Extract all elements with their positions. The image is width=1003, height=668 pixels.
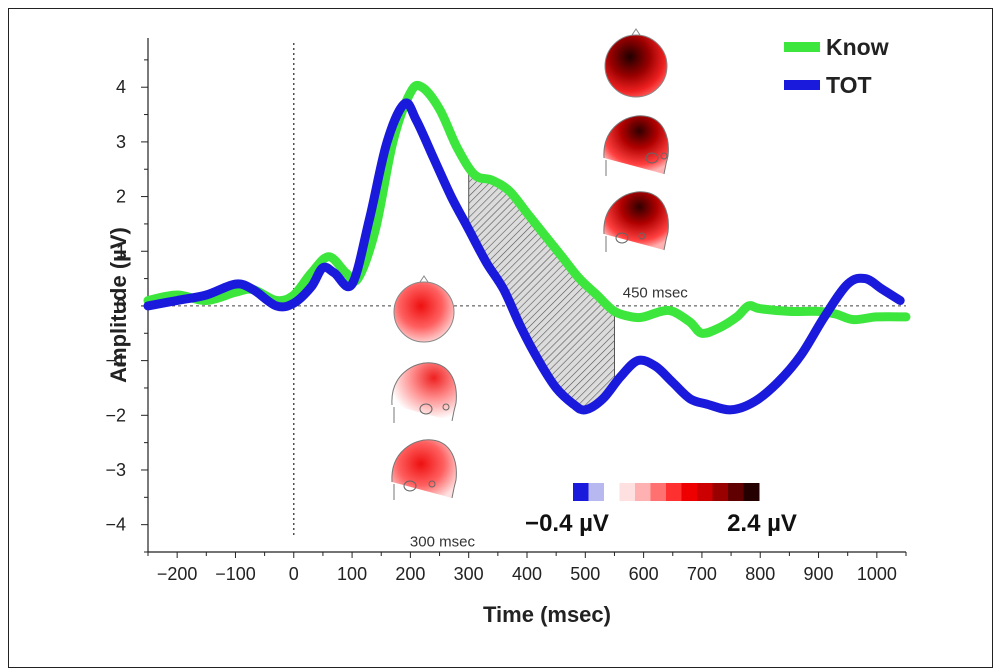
colorbar-cell: [743, 483, 760, 501]
x-tick-label: 500: [570, 564, 600, 584]
x-tick-label: 1000: [857, 564, 897, 584]
y-tick-label: −1: [105, 351, 126, 371]
y-tick-label: 4: [116, 77, 126, 97]
colorbar-min-label: −0.4 µV: [525, 510, 609, 537]
legend-label-know: Know: [826, 34, 889, 60]
y-tick-label: 2: [116, 187, 126, 207]
legend-label-tot: TOT: [826, 72, 872, 98]
colorbar-cell: [666, 483, 682, 501]
y-tick-label: 1: [116, 241, 126, 261]
y-tick-label: −3: [105, 460, 126, 480]
x-tick-label: 900: [804, 564, 834, 584]
x-tick-label: 100: [337, 564, 367, 584]
topomap-300-top-view: [393, 275, 455, 343]
topomap-300-side-view-2: [391, 439, 457, 500]
colorbar-cell: [697, 483, 713, 501]
x-tick-label: 600: [629, 564, 659, 584]
topomaps-300msec: [391, 275, 457, 500]
annotation-label: 300 msec: [410, 534, 476, 551]
erp-line-chart: 4 3 2 1 0 −1 −2 −3 −4 −200 −100 0 100 200 300 400 500 600…: [105, 28, 911, 627]
topomap-450-top-view: [604, 28, 668, 98]
y-tick-label: 0: [116, 296, 126, 316]
x-tick-label: 400: [512, 564, 542, 584]
x-tick-label: 200: [395, 564, 425, 584]
colorbar-cell: [635, 483, 651, 501]
colorbar-cell: [619, 483, 636, 501]
topomap-450-side-view: [603, 115, 669, 176]
x-tick-label: 0: [289, 564, 299, 584]
annotation-label: 450 msec: [623, 285, 689, 302]
series-line-know: [143, 80, 911, 338]
y-axis-title: Amplitude (µV): [106, 227, 131, 383]
series-line-tot: [143, 98, 905, 415]
x-tick-label: −200: [157, 564, 198, 584]
annotations: 450 msec 300 msec: [410, 285, 688, 551]
colorbar-cell: [681, 483, 698, 501]
colorbar-cell: [588, 483, 605, 501]
colorbar-max-label: 2.4 µV: [727, 510, 797, 537]
x-tick-label: 300: [454, 564, 484, 584]
topomap-300-side-view: [391, 362, 457, 423]
colorbar-cell: [573, 483, 589, 501]
colorbar-cell: [650, 483, 667, 501]
colorbar-cell: [728, 483, 744, 501]
x-tick-label: −100: [215, 564, 256, 584]
y-tick-label: −2: [105, 405, 126, 425]
x-tick-label: 800: [745, 564, 775, 584]
x-axis-title: Time (msec): [483, 602, 611, 627]
topomaps-450msec: [603, 28, 669, 252]
colorbar: −0.4 µV 2.4 µV: [525, 483, 797, 537]
colorbar-cell: [604, 483, 620, 501]
topomap-450-side-view-2: [603, 191, 669, 252]
colorbar-cell: [712, 483, 729, 501]
series-lines: [143, 80, 911, 415]
y-tick-label: −4: [105, 515, 126, 535]
legend: Know TOT: [784, 34, 889, 98]
axes: 4 3 2 1 0 −1 −2 −3 −4 −200 −100 0 100 200 300 400 500 600…: [105, 38, 907, 627]
y-tick-label: 3: [116, 132, 126, 152]
x-tick-label: 700: [687, 564, 717, 584]
